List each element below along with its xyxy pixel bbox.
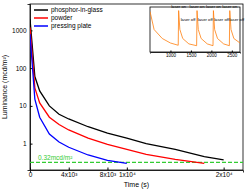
x-tick: 2000 bbox=[207, 51, 218, 58]
y-tick: 1 bbox=[23, 140, 33, 147]
annotation: laser on bbox=[222, 4, 238, 9]
x-axis: 1000 1500 2000 2500 bbox=[151, 51, 241, 58]
x-tick-mark bbox=[224, 168, 225, 171]
x-tick: 8x10³ bbox=[100, 168, 117, 179]
legend-label: pressing plate bbox=[51, 22, 92, 30]
annotation: laser on bbox=[190, 4, 206, 9]
inset-background bbox=[149, 6, 241, 63]
x-tick-mark bbox=[170, 51, 171, 53]
chart: 0 4x10³ 8x10³1x10⁴ 2x10⁴ 1 10 100 1000 0.32mcd/m… bbox=[0, 0, 248, 189]
y-tick-label: 1 bbox=[23, 140, 27, 147]
legend-label: powder bbox=[51, 14, 73, 22]
legend: phosphor-in-glasspowderpressing plate bbox=[34, 6, 103, 30]
x-tick-mark bbox=[211, 51, 212, 53]
x-tick-label: 4x10³ bbox=[61, 171, 78, 178]
x-tick-mark bbox=[232, 51, 233, 53]
annotation: laser off bbox=[214, 17, 230, 22]
y-tick-label: 100 bbox=[16, 65, 27, 72]
y-tick: 100 bbox=[16, 65, 33, 72]
x-tick-label: 8x10³ bbox=[100, 171, 117, 178]
legend-label: phosphor-in-glass bbox=[51, 6, 103, 14]
y-tick-mark bbox=[30, 144, 33, 145]
legend-swatch bbox=[34, 17, 48, 19]
x-tick: 1500 bbox=[186, 51, 197, 58]
y-axis-title: Luminance (mcd/m²) bbox=[1, 55, 9, 119]
x-tick-label: 2000 bbox=[207, 53, 218, 58]
x-tick-label: 1000 bbox=[166, 53, 177, 58]
y-tick-mark bbox=[30, 106, 33, 107]
x-tick-mark bbox=[69, 168, 70, 171]
series-line bbox=[30, 34, 127, 163]
x-axis-title: Time (s) bbox=[124, 181, 149, 189]
y-tick: 10 bbox=[19, 102, 32, 109]
x-tick-mark bbox=[107, 168, 108, 171]
x-tick-mark bbox=[191, 51, 192, 53]
plot-area bbox=[150, 11, 240, 46]
x-tick-label: 0 bbox=[29, 171, 33, 178]
annotation: 0.32mcd/m² bbox=[38, 154, 73, 161]
legend-swatch bbox=[34, 25, 48, 27]
y-tick-label: 10 bbox=[19, 102, 27, 109]
annotation: laser on bbox=[171, 4, 187, 9]
annotation: laser off bbox=[229, 17, 245, 22]
x-tick-label: 2x10⁴ bbox=[216, 171, 233, 178]
plot-frame bbox=[30, 4, 243, 170]
x-tick: 2x10⁴ bbox=[216, 168, 233, 179]
reference-line bbox=[30, 162, 243, 163]
y-axis: 1 10 100 1000 bbox=[12, 5, 32, 171]
x-tick: 1000 bbox=[166, 51, 177, 58]
annotation: laser on bbox=[206, 4, 222, 9]
x-tick-label: 2500 bbox=[227, 53, 238, 58]
x-tick: 2500 bbox=[227, 51, 238, 58]
series-line bbox=[150, 11, 240, 46]
annotation: laser off bbox=[198, 17, 214, 22]
x-tick-mark bbox=[127, 168, 128, 171]
x-tick-label: 1x10⁴ bbox=[119, 171, 136, 178]
y-tick-label: 1000 bbox=[12, 27, 27, 34]
x-tick-label: 1500 bbox=[186, 53, 197, 58]
y-tick: 1000 bbox=[12, 27, 32, 34]
chart-0: 0 4x10³ 8x10³1x10⁴ 2x10⁴ 1 10 100 1000 0.32mcd/m… bbox=[1, 4, 244, 189]
chart-1: 1000150020002500laser onlaser onlaser on… bbox=[149, 4, 245, 63]
x-tick: 1x10⁴ bbox=[119, 168, 136, 179]
x-tick: 4x10³ bbox=[61, 168, 78, 179]
annotation: laser off bbox=[181, 17, 197, 22]
legend-swatch bbox=[34, 9, 48, 11]
x-axis: 0 4x10³ 8x10³1x10⁴ 2x10⁴ bbox=[29, 168, 244, 179]
plot-frame bbox=[150, 7, 240, 52]
